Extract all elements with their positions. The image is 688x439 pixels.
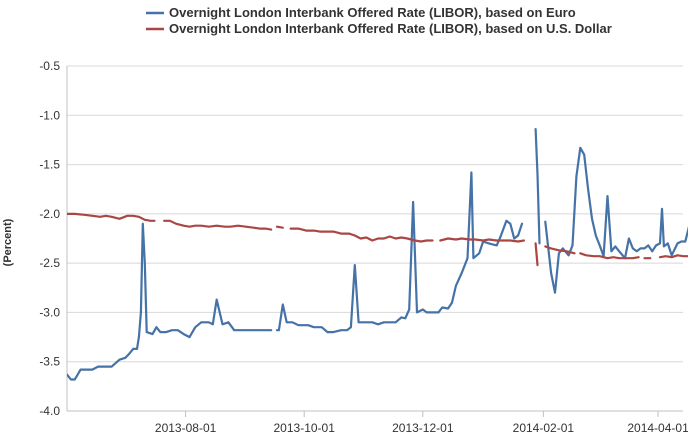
legend-label: Overnight London Interbank Offered Rate …: [169, 21, 612, 36]
gridlines: [67, 65, 683, 412]
y-tick-label: -2.0: [39, 207, 60, 221]
series-line-0: [67, 128, 688, 381]
x-tick-label: 2014-04-01: [627, 421, 688, 435]
series-lines: [67, 128, 688, 381]
x-tick-label: 2013-12-01: [392, 421, 454, 435]
legend-label: Overnight London Interbank Offered Rate …: [169, 5, 576, 20]
x-tick-label: 2014-02-01: [513, 421, 575, 435]
legend: Overnight London Interbank Offered Rate …: [146, 5, 612, 36]
series-line-1: [67, 212, 688, 267]
y-tick-label: -3.0: [39, 305, 60, 319]
y-tick-label: -2.5: [39, 256, 60, 270]
axes: -0.5 -1.0 -1.5 -2.0 -2.5 -3.0 -3.5 -4.0 2013-08-…: [39, 59, 688, 435]
y-tick-label: -1.5: [39, 158, 60, 172]
y-tick-label: -3.5: [39, 355, 60, 369]
y-axis-label: (Percent): [2, 218, 14, 266]
y-tick-label: -1.0: [39, 108, 60, 122]
x-tick-label: 2013-08-01: [155, 421, 217, 435]
x-tick-label: 2013-10-01: [274, 421, 336, 435]
y-tick-label: -4.0: [39, 404, 60, 418]
y-tick-label: -0.5: [39, 59, 60, 73]
